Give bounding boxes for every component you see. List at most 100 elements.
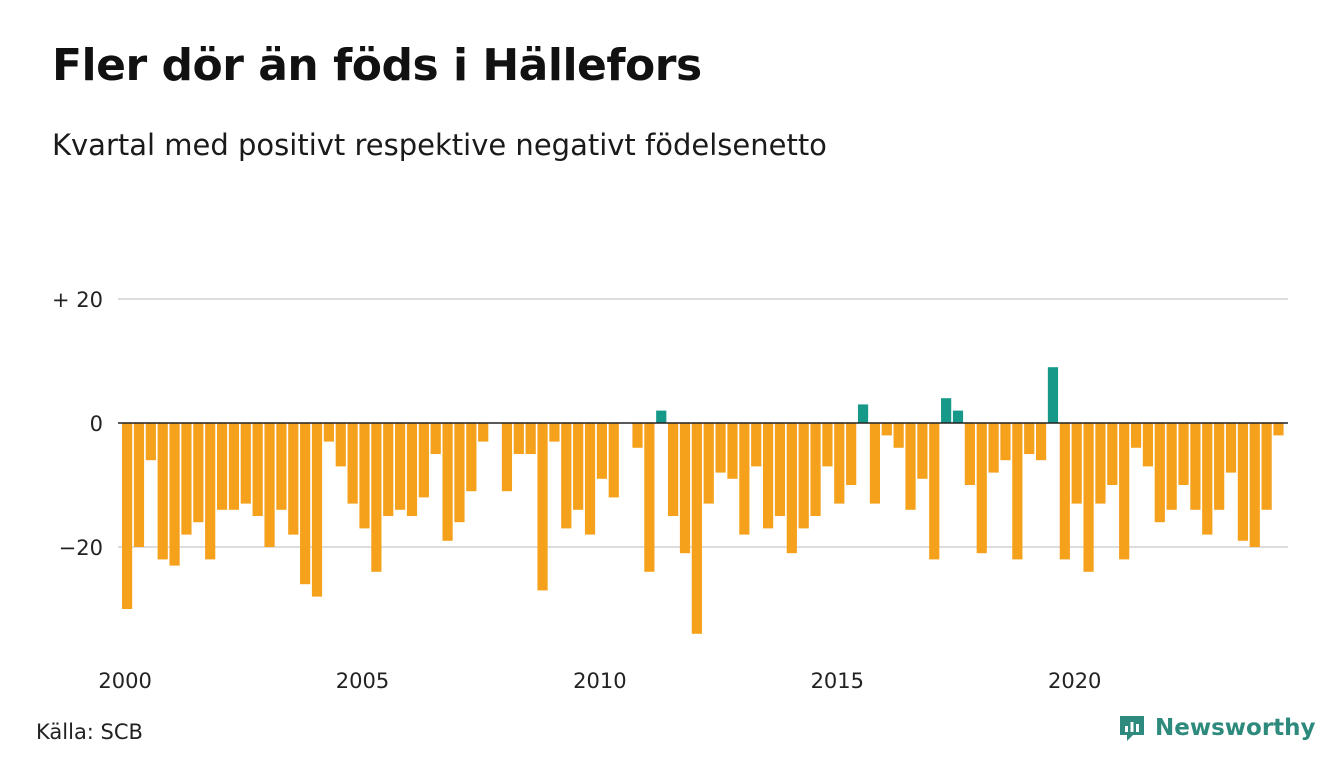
bar-negative bbox=[133, 423, 145, 547]
bar-negative bbox=[834, 423, 845, 504]
bar-negative bbox=[810, 423, 821, 516]
bar-negative bbox=[846, 423, 857, 485]
bar-negative bbox=[1190, 423, 1201, 510]
bar-negative bbox=[537, 423, 548, 591]
bar-negative bbox=[383, 423, 394, 516]
bar-negative bbox=[1012, 423, 1023, 560]
bar-negative bbox=[478, 423, 489, 442]
bar-negative bbox=[976, 423, 987, 554]
bar-negative bbox=[418, 423, 429, 498]
y-tick-label: 0 bbox=[90, 412, 103, 436]
bar-negative bbox=[573, 423, 584, 510]
bar-positive bbox=[656, 410, 667, 423]
bar-negative bbox=[1214, 423, 1225, 510]
bar-negative bbox=[157, 423, 168, 560]
bar-negative bbox=[1035, 423, 1047, 461]
x-tick-label: 2000 bbox=[98, 669, 151, 693]
bar-negative bbox=[703, 423, 714, 504]
bar-negative bbox=[929, 423, 940, 560]
bar-negative bbox=[122, 423, 133, 609]
bar-negative bbox=[1273, 423, 1284, 436]
x-tick-label: 2015 bbox=[811, 669, 864, 693]
x-tick-label: 2010 bbox=[573, 669, 626, 693]
bar-negative bbox=[240, 423, 251, 504]
bar-negative bbox=[311, 423, 323, 597]
bar-negative bbox=[466, 423, 477, 492]
bar-negative bbox=[395, 423, 406, 510]
bar-negative bbox=[798, 423, 809, 529]
x-tick-label: 2020 bbox=[1048, 669, 1101, 693]
bar-negative bbox=[288, 423, 299, 535]
brand-name: Newsworthy bbox=[1155, 715, 1316, 741]
bar-negative bbox=[964, 423, 975, 485]
bar-negative bbox=[430, 423, 441, 454]
bar-negative bbox=[1166, 423, 1177, 510]
bar-negative bbox=[1225, 423, 1237, 473]
bar-negative bbox=[905, 423, 916, 510]
bar-positive bbox=[1047, 367, 1059, 423]
bar-negative bbox=[988, 423, 999, 473]
y-tick-label: −20 bbox=[59, 536, 103, 560]
bar-negative bbox=[205, 423, 216, 560]
bar-negative bbox=[727, 423, 738, 479]
bar-negative bbox=[406, 423, 418, 516]
bar-negative bbox=[584, 423, 596, 535]
bar-negative bbox=[513, 423, 524, 454]
bar-negative bbox=[668, 423, 679, 516]
bar-negative bbox=[822, 423, 833, 467]
bar-negative bbox=[442, 423, 453, 541]
chart-title: Fler dör än föds i Hällefors bbox=[52, 40, 702, 91]
bar-negative bbox=[1083, 423, 1094, 572]
bar-negative bbox=[632, 423, 643, 448]
bar-negative bbox=[1249, 423, 1260, 547]
bar-negative bbox=[1107, 423, 1118, 485]
bar-negative bbox=[549, 423, 560, 442]
bar-negative bbox=[193, 423, 204, 523]
source-note: Källa: SCB bbox=[36, 720, 143, 744]
bar-negative bbox=[786, 423, 797, 554]
bar-negative bbox=[276, 423, 287, 510]
bar-negative bbox=[1154, 423, 1165, 523]
bar-negative bbox=[323, 423, 334, 442]
bar-positive bbox=[941, 398, 952, 423]
bar-negative bbox=[454, 423, 465, 523]
bar-negative bbox=[145, 423, 156, 461]
chart-subtitle: Kvartal med positivt respektive negativt… bbox=[52, 128, 827, 162]
bar-negative bbox=[715, 423, 726, 473]
bar-negative bbox=[1237, 423, 1248, 541]
bar-positive bbox=[952, 410, 964, 423]
bar-negative bbox=[1024, 423, 1035, 454]
bar-negative bbox=[596, 423, 607, 479]
bar-negative bbox=[252, 423, 263, 516]
bar-negative bbox=[917, 423, 928, 479]
bar-negative bbox=[561, 423, 572, 529]
bar-negative bbox=[181, 423, 192, 535]
bar-negative bbox=[169, 423, 180, 566]
bar-negative bbox=[1202, 423, 1213, 535]
brand-logo: Newsworthy bbox=[1117, 713, 1316, 743]
x-tick-label: 2005 bbox=[336, 669, 389, 693]
bar-negative bbox=[881, 423, 892, 436]
bar-negative bbox=[1261, 423, 1272, 510]
bar-negative bbox=[300, 423, 311, 585]
bar-negative bbox=[739, 423, 750, 535]
bar-negative bbox=[1059, 423, 1070, 560]
bar-negative bbox=[228, 423, 240, 510]
bar-negative bbox=[525, 423, 536, 454]
bar-negative bbox=[679, 423, 691, 554]
bar-positive bbox=[857, 404, 869, 423]
bar-negative bbox=[869, 423, 881, 504]
y-tick-label: + 20 bbox=[52, 288, 103, 312]
bar-negative bbox=[1000, 423, 1011, 461]
bar-negative bbox=[371, 423, 382, 572]
bar-negative bbox=[1178, 423, 1189, 485]
bar-negative bbox=[762, 423, 774, 529]
bar-negative bbox=[1071, 423, 1082, 504]
newsworthy-logo-icon bbox=[1120, 716, 1144, 741]
bar-negative bbox=[691, 423, 702, 634]
bar-negative bbox=[216, 423, 228, 510]
bar-negative bbox=[359, 423, 370, 529]
bar-negative bbox=[501, 423, 513, 492]
bar-negative bbox=[644, 423, 655, 572]
